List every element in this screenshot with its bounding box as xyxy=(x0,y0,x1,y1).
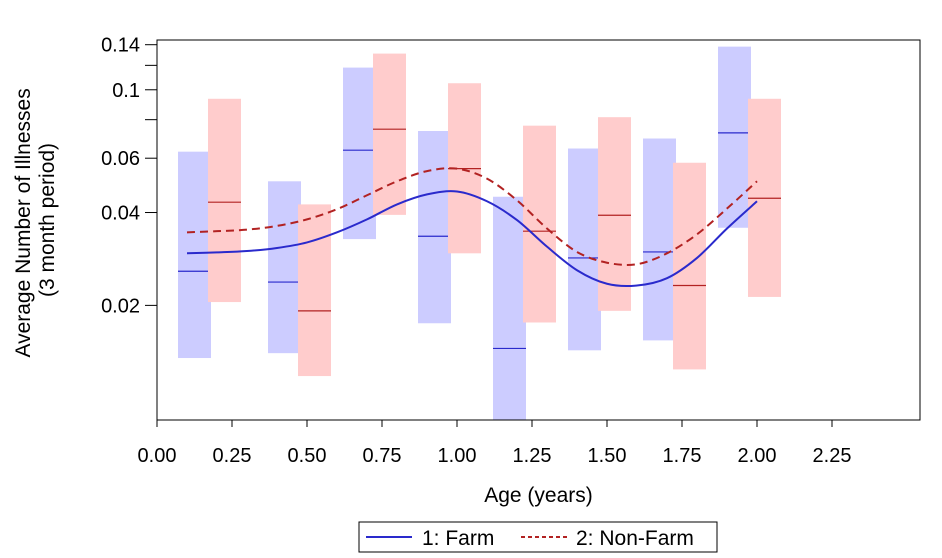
x-axis: 0.00 0.25 0.50 0.75 1.00 1.25 1.50 1.75 2.00 2.25 xyxy=(138,420,852,467)
ci-band-farm-2 xyxy=(343,67,376,240)
ci-band-farm-4 xyxy=(493,196,526,420)
x-tick-label: 0.25 xyxy=(213,445,252,467)
series-line-farm xyxy=(186,190,758,288)
y-tick-label: 0.06 xyxy=(101,148,140,170)
x-tick-label: 0.00 xyxy=(138,445,177,467)
legend: 1: Farm 2: Non-Farm xyxy=(358,521,718,553)
series-line-non-farm xyxy=(186,167,758,266)
x-tick-label: 1.50 xyxy=(588,445,627,467)
ci-band-farm-1 xyxy=(268,181,301,354)
y-tick-label: 0.04 xyxy=(101,203,140,225)
ci-band-non-farm-5 xyxy=(598,117,631,311)
y-axis-title: Average Number of Illnesses (3 month per… xyxy=(12,82,59,357)
ci-band-farm-6 xyxy=(643,138,676,341)
y-axis-title-line-1: Average Number of Illnesses xyxy=(12,88,35,357)
x-tick-label: 2.00 xyxy=(738,445,777,467)
legend-label-farm: 1: Farm xyxy=(422,527,494,550)
x-tick-label: 1.25 xyxy=(513,445,552,467)
legend-label-non-farm: 2: Non-Farm xyxy=(576,527,694,550)
x-tick-label: 1.00 xyxy=(438,445,477,467)
plot-area-frame xyxy=(156,39,921,421)
ci-band-farm-7 xyxy=(718,46,751,228)
y-tick-label: 0.14 xyxy=(101,35,140,57)
series-curves xyxy=(186,167,758,288)
y-tick-label: 0.1 xyxy=(112,80,140,102)
x-axis-title: Age (years) xyxy=(484,484,593,507)
ci-band-non-farm-4 xyxy=(523,125,556,323)
ci-band-farm-0 xyxy=(178,151,211,359)
x-tick-label: 0.50 xyxy=(288,445,327,467)
ci-band-non-farm-2 xyxy=(373,53,406,215)
y-axis: 0.02 0.04 0.06 0.1 0.14 xyxy=(101,35,157,317)
ci-band-farm-5 xyxy=(568,148,601,351)
ci-band-non-farm-0 xyxy=(208,98,241,303)
x-tick-label: 0.75 xyxy=(363,445,402,467)
y-tick-label: 0.02 xyxy=(101,295,140,317)
ci-band-non-farm-1 xyxy=(298,204,331,377)
confidence-interval-bands xyxy=(178,46,781,420)
x-tick-label: 1.75 xyxy=(663,445,702,467)
ci-band-farm-3 xyxy=(418,131,451,324)
y-axis-title-line-2: (3 month period) xyxy=(36,143,59,297)
ci-band-non-farm-6 xyxy=(673,162,706,370)
x-tick-label: 2.25 xyxy=(813,445,852,467)
